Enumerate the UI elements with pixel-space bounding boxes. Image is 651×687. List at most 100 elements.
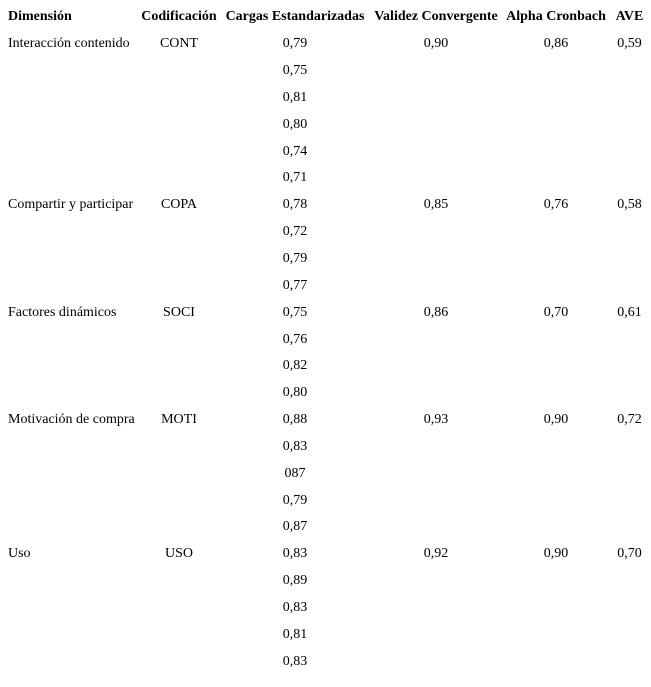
ave-cell: [612, 111, 647, 138]
dimension-cell: [0, 326, 140, 353]
carga-estandarizada-cell: 0,72: [282, 224, 308, 240]
dimension-cell: [0, 460, 140, 487]
dimension-cell: Uso: [8, 546, 31, 562]
validez-convergente-cell: [372, 595, 500, 622]
table-row: Motivación de compra MOTI 0,88 0,93 0,90 0,72: [0, 407, 647, 434]
carga-estandarizada-cell: 0,83: [282, 546, 308, 562]
ave-cell: [612, 326, 647, 353]
alpha-cronbach-cell: [500, 380, 612, 407]
dimension-cell: [0, 514, 140, 541]
dimension-cell: [0, 648, 140, 675]
codificacion-cell: [140, 648, 218, 675]
carga-estandarizada-cell: 0,81: [282, 89, 308, 105]
validez-convergente-cell: 0,93: [423, 412, 449, 428]
ave-cell: [612, 487, 647, 514]
measurement-model-table: Dimensión Codificación Cargas Estandariz…: [0, 4, 647, 675]
table-row: 0,89: [0, 568, 647, 595]
alpha-cronbach-cell: [500, 514, 612, 541]
ave-cell: 0,59: [617, 36, 642, 52]
ave-cell: [612, 595, 647, 622]
dimension-cell: [0, 138, 140, 165]
carga-estandarizada-cell: 0,79: [282, 492, 308, 508]
codificacion-cell: [140, 138, 218, 165]
codificacion-cell: [140, 380, 218, 407]
dimension-cell: [0, 58, 140, 85]
alpha-cronbach-cell: 0,86: [543, 36, 569, 52]
table-row: Interacción contenido CONT 0,79 0,90 0,86 0,5…: [0, 31, 647, 58]
table-row: 0,72: [0, 219, 647, 246]
validez-convergente-cell: 0,86: [423, 304, 449, 320]
column-header-dimension: Dimensión: [8, 9, 72, 25]
alpha-cronbach-cell: [500, 85, 612, 112]
validez-convergente-cell: 0,85: [423, 197, 449, 213]
validez-convergente-cell: [372, 326, 500, 353]
table-header-row: Dimensión Codificación Cargas Estandariz…: [0, 4, 647, 31]
alpha-cronbach-cell: [500, 648, 612, 675]
validez-convergente-cell: [372, 648, 500, 675]
table-row: 0,87: [0, 514, 647, 541]
dimension-cell: [0, 621, 140, 648]
table-row: Uso USO 0,83 0,92 0,90 0,70: [0, 541, 647, 568]
table-row: 0,79: [0, 487, 647, 514]
ave-cell: [612, 219, 647, 246]
dimension-cell: [0, 487, 140, 514]
carga-estandarizada-cell: 0,80: [282, 116, 308, 132]
validez-convergente-cell: [372, 380, 500, 407]
ave-cell: 0,70: [617, 546, 642, 562]
carga-estandarizada-cell: 0,78: [282, 197, 308, 213]
codificacion-cell: [140, 353, 218, 380]
validez-convergente-cell: [372, 460, 500, 487]
table-body: Interacción contenido CONT 0,79 0,90 0,86 0,5…: [0, 31, 647, 675]
dimension-cell: [0, 219, 140, 246]
ave-cell: [612, 514, 647, 541]
table-row: 0,75: [0, 58, 647, 85]
alpha-cronbach-cell: [500, 487, 612, 514]
codificacion-cell: [140, 621, 218, 648]
codificacion-cell: SOCI: [163, 304, 195, 320]
table-row: Factores dinámicos SOCI 0,75 0,86 0,70 0,61: [0, 299, 647, 326]
validez-convergente-cell: [372, 165, 500, 192]
table-row: 0,80: [0, 111, 647, 138]
validez-convergente-cell: [372, 568, 500, 595]
alpha-cronbach-cell: [500, 353, 612, 380]
validez-convergente-cell: 0,92: [423, 546, 449, 562]
ave-cell: [612, 380, 647, 407]
column-header-cargas-estandarizadas: Cargas Estandarizadas: [225, 9, 365, 25]
alpha-cronbach-cell: 0,90: [543, 546, 569, 562]
dimension-cell: Interacción contenido: [8, 36, 130, 52]
alpha-cronbach-cell: [500, 246, 612, 273]
table-row: 0,81: [0, 621, 647, 648]
carga-estandarizada-cell: 0,77: [282, 277, 308, 293]
alpha-cronbach-cell: [500, 138, 612, 165]
column-header-validez-convergente: Validez Convergente: [374, 9, 498, 25]
codificacion-cell: [140, 434, 218, 461]
ave-cell: [612, 621, 647, 648]
column-header-codificacion: Codificación: [141, 9, 217, 25]
validez-convergente-cell: [372, 219, 500, 246]
dimension-cell: [0, 111, 140, 138]
ave-cell: [612, 58, 647, 85]
carga-estandarizada-cell: 0,88: [282, 412, 308, 428]
validez-convergente-cell: [372, 353, 500, 380]
dimension-cell: Compartir y participar: [8, 197, 134, 213]
alpha-cronbach-cell: [500, 272, 612, 299]
codificacion-cell: [140, 219, 218, 246]
table-row: 0,81: [0, 85, 647, 112]
table-row: Compartir y participar COPA 0,78 0,85 0,76 0,…: [0, 192, 647, 219]
ave-cell: [612, 353, 647, 380]
ave-cell: [612, 460, 647, 487]
dimension-cell: [0, 353, 140, 380]
dimension-cell: Motivación de compra: [8, 412, 135, 428]
codificacion-cell: CONT: [159, 36, 199, 52]
alpha-cronbach-cell: 0,70: [543, 304, 569, 320]
dimension-cell: Factores dinámicos: [8, 304, 117, 320]
carga-estandarizada-cell: 0,83: [282, 653, 308, 669]
carga-estandarizada-cell: 0,74: [282, 143, 308, 159]
carga-estandarizada-cell: 0,75: [282, 63, 308, 79]
alpha-cronbach-cell: 0,90: [543, 412, 569, 428]
dimension-cell: [0, 568, 140, 595]
table-row: 0,74: [0, 138, 647, 165]
validez-convergente-cell: [372, 85, 500, 112]
table-row: 0,79: [0, 246, 647, 273]
table-row: 0,83: [0, 595, 647, 622]
